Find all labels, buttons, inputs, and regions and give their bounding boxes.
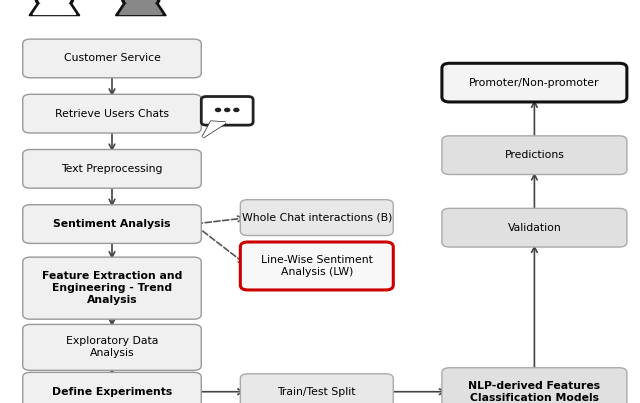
FancyBboxPatch shape (442, 63, 627, 102)
FancyBboxPatch shape (201, 97, 253, 125)
FancyBboxPatch shape (22, 372, 201, 403)
Text: Validation: Validation (508, 223, 561, 233)
FancyBboxPatch shape (22, 324, 201, 370)
Circle shape (35, 0, 74, 10)
FancyBboxPatch shape (22, 150, 201, 188)
Polygon shape (203, 122, 225, 137)
Text: NLP-derived Features
Classification Models: NLP-derived Features Classification Mode… (468, 381, 600, 403)
Circle shape (216, 108, 221, 112)
Text: Train/Test Split: Train/Test Split (278, 387, 356, 397)
Text: Sentiment Analysis: Sentiment Analysis (53, 219, 171, 229)
FancyBboxPatch shape (442, 208, 627, 247)
Polygon shape (115, 4, 166, 16)
Text: Whole Chat interactions (B): Whole Chat interactions (B) (242, 213, 392, 222)
FancyBboxPatch shape (22, 39, 201, 78)
Text: Promoter/Non-promoter: Promoter/Non-promoter (469, 78, 600, 87)
Text: Customer Service: Customer Service (63, 54, 161, 63)
Polygon shape (33, 4, 76, 15)
Circle shape (38, 0, 70, 8)
Text: Exploratory Data
Analysis: Exploratory Data Analysis (66, 337, 158, 358)
FancyBboxPatch shape (241, 374, 393, 403)
FancyBboxPatch shape (22, 205, 201, 243)
Text: Predictions: Predictions (504, 150, 564, 160)
Circle shape (234, 108, 239, 112)
Text: Feature Extraction and
Engineering - Trend
Analysis: Feature Extraction and Engineering - Tre… (42, 271, 182, 305)
FancyBboxPatch shape (241, 200, 393, 235)
Text: Line-Wise Sentiment
Analysis (LW): Line-Wise Sentiment Analysis (LW) (261, 255, 372, 277)
FancyBboxPatch shape (22, 257, 201, 319)
Circle shape (122, 0, 160, 10)
Text: Text Preprocessing: Text Preprocessing (61, 164, 163, 174)
Text: Retrieve Users Chats: Retrieve Users Chats (55, 109, 169, 118)
Polygon shape (120, 4, 162, 15)
FancyBboxPatch shape (442, 368, 627, 403)
FancyBboxPatch shape (442, 136, 627, 174)
FancyBboxPatch shape (241, 242, 393, 290)
FancyBboxPatch shape (22, 94, 201, 133)
Polygon shape (29, 4, 80, 16)
Text: Define Experiments: Define Experiments (52, 387, 172, 397)
Circle shape (125, 0, 157, 8)
Circle shape (225, 108, 230, 112)
